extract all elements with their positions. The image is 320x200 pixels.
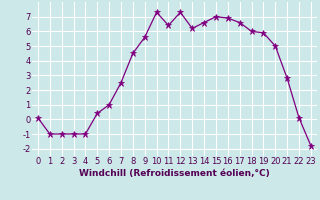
- X-axis label: Windchill (Refroidissement éolien,°C): Windchill (Refroidissement éolien,°C): [79, 169, 270, 178]
